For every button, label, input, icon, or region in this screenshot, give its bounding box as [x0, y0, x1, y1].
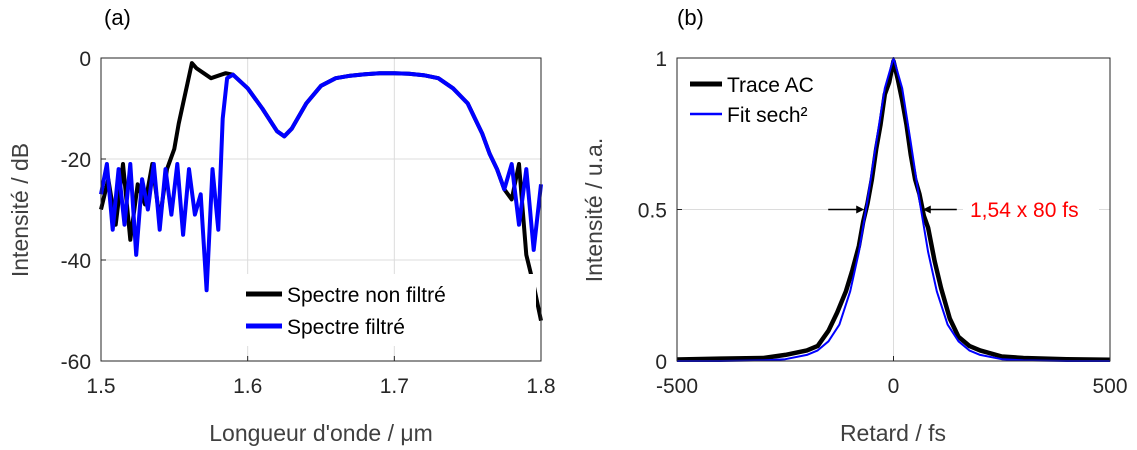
y-tick-label: -40	[61, 250, 91, 273]
panel-b-label: (b)	[677, 5, 704, 30]
x-tick-label: 0	[888, 375, 900, 398]
x-tick-label: 1.7	[380, 375, 409, 398]
y-tick-label: 0.5	[638, 200, 667, 223]
fwhm-arrow-right-head	[922, 205, 931, 214]
panel-b-x-axis-label: Retard / fs	[840, 420, 946, 446]
fwhm-arrow-left-head	[856, 205, 865, 214]
fwhm-label-background	[963, 194, 1099, 224]
legend-label-trace-ac: Trace AC	[727, 74, 814, 97]
panel-a-series	[99, 61, 543, 322]
legend-label-spectre-non-filtre: Spectre non filtré	[287, 284, 446, 307]
y-tick-label: 0	[79, 48, 91, 71]
x-tick-label: 1.6	[233, 375, 262, 398]
x-tick-label: 1.5	[86, 375, 115, 398]
series-line-1	[99, 71, 543, 293]
panel-a-y-axis-label: Intensité / dB	[7, 143, 33, 277]
panel-a-legend-box	[236, 274, 536, 346]
y-tick-label: 0	[655, 351, 667, 374]
legend-label-fit-sech2: Fit sech²	[727, 104, 808, 127]
panel-b-legend-box	[682, 64, 837, 126]
panel-a-y-ticks: -60 -40 -20 0	[61, 48, 106, 374]
panel-a-plot-frame	[100, 57, 542, 362]
panel-b: (b) -500 0 500 00.51 Retard / fs Intensité…	[581, 5, 1128, 446]
panel-a-label: (a)	[104, 5, 131, 30]
fwhm-label: 1,54 x 80 fs	[970, 199, 1079, 222]
panel-b-x-ticks: -500 0 500	[656, 356, 1128, 398]
panel-b-legend: Trace AC Fit sech²	[682, 64, 837, 127]
y-tick-label: -60	[61, 351, 91, 374]
x-tick-label: 1.8	[526, 375, 555, 398]
x-tick-label: 500	[1092, 375, 1127, 398]
panel-a: (a) 1.5 1.6 1.7 1.8 -60 -40 -20 0 Longueur d'o…	[7, 5, 556, 446]
panel-b-fwhm-annotation: 1,54 x 80 fs	[828, 194, 1099, 224]
panel-b-y-axis-label: Intensité / u.a.	[581, 138, 607, 282]
y-tick-label: 1	[655, 48, 667, 71]
panel-a-x-ticks: 1.5 1.6 1.7 1.8	[86, 356, 556, 398]
panel-a-x-axis-label: Longueur d'onde / μm	[209, 420, 433, 446]
y-tick-label: -20	[61, 149, 91, 172]
panel-a-legend: Spectre non filtré Spectre filtré	[236, 274, 536, 346]
x-tick-label: -500	[656, 375, 698, 398]
legend-label-spectre-filtre: Spectre filtré	[287, 316, 405, 339]
panel-b-y-ticks: 00.51	[638, 48, 682, 374]
